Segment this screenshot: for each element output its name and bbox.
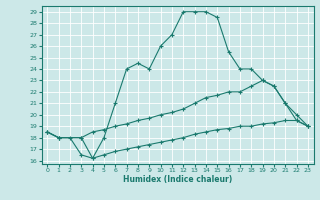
X-axis label: Humidex (Indice chaleur): Humidex (Indice chaleur): [123, 175, 232, 184]
